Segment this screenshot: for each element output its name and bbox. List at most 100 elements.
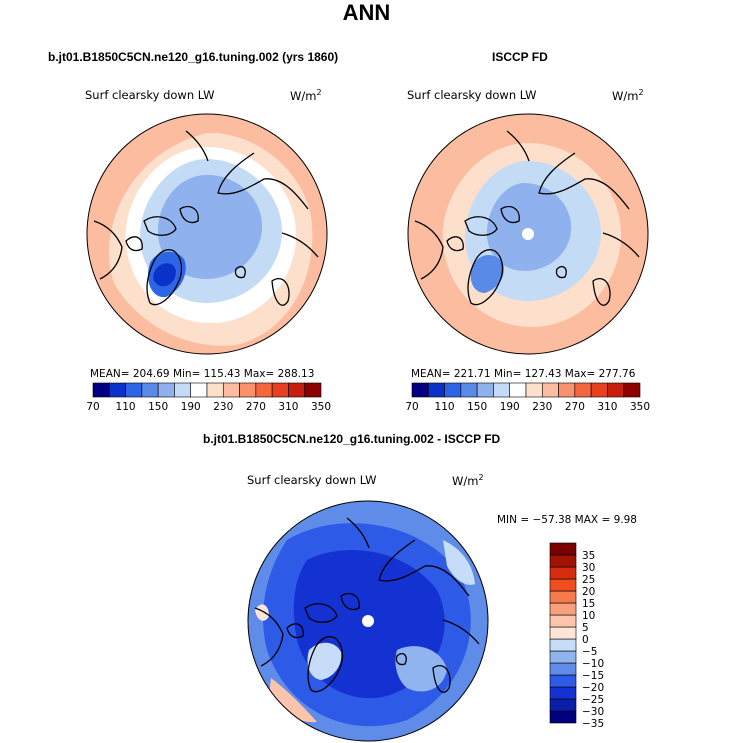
panel2-colorbar-tick-label: 70 [405,401,418,413]
panel3-stats: MIN = −57.38 MAX = 9.98 [497,514,637,526]
panel2-map-border [407,113,649,355]
panel2-colorbar-box [427,382,445,398]
panel1-colorbar-box [190,382,208,398]
panel3-colorbar-box [549,614,577,628]
panel3-pole-missing-dot [362,615,374,627]
panel1-map-border [86,113,328,355]
panel3-colorbar-tick-label: −10 [582,658,604,670]
panel1-colorbar-tick-label: 70 [86,401,99,413]
panel2-coastline [500,206,520,224]
panel3-coastline [395,652,407,666]
panel1-coastline [146,249,183,306]
panel3-field-region [269,678,317,723]
panel3-coastline [254,607,284,667]
panel2-coastline [602,232,640,258]
panel1-colorbar-tick-label: 350 [311,401,331,413]
panel3-field-region [307,642,342,680]
panel1-title: b.jt01.B1850C5CN.ne120_g16.tuning.002 (y… [48,50,339,64]
panel1-colorbar-box [92,382,110,398]
panel1-coastline [185,130,209,162]
panel3-colorbar-tick-label: 35 [582,550,595,562]
panel2-coastline [506,130,530,162]
panel2-colorbar: 70 110 150 190 230 270 310 350 [405,382,650,413]
panel2-field-region [486,183,572,271]
panel1-coastline [179,206,199,224]
panel2-stats: MEAN= 221.71 Min= 127.43 Max= 277.76 [411,368,636,380]
panel3-colorbar-box [549,554,577,568]
panel3-coastline [442,619,480,645]
panel3-colorbar-box [549,542,577,556]
panel3-coastline [378,539,470,597]
panel3-colorbar-tick-label: −5 [582,646,597,658]
panel2-colorbar-tick-label: 310 [597,401,617,413]
panel2-coastline [464,216,498,236]
panel2-colorbar-box [460,382,478,398]
panel3-colorbar-box [549,566,577,580]
panel3-colorbar-box [549,650,577,664]
panel2-variable: Surf clearsky down LW [407,88,537,102]
panel2-pole-missing-dot [522,228,534,240]
panel1-colorbar-box [206,382,224,398]
panel2-coastline [467,249,504,306]
panel3-coastline [340,593,360,611]
panel2-colorbar-box [574,382,592,398]
panel2-colorbar-box [623,382,641,398]
panel3-colorbar-tick-label: 20 [582,586,595,598]
panel2-coastline [446,236,464,252]
panel1-field-region [157,174,263,279]
panel1-coastline [217,152,309,210]
panel1-coastline [234,265,246,279]
panel3-coastline [304,603,338,623]
panel1-colorbar-box [304,382,322,398]
panel2-colorbar-box [607,382,625,398]
panel3-coastline [346,517,370,549]
panel3-colorbar-tick-label: −20 [582,682,604,694]
panel1-colorbar: 70 110 150 190 230 270 310 350 [86,382,331,413]
panel1-colorbar-box [288,382,306,398]
panel1-colorbar-box [125,382,143,398]
panel2-colorbar-box [476,382,494,398]
panel3-variable: Surf clearsky down LW [247,473,377,487]
panel3-colorbar-box [549,686,577,700]
panel1-colorbar-tick-label: 110 [116,401,136,413]
panel3-colorbar-box [549,662,577,676]
panel3-map-border [247,500,489,742]
panel3-colorbar-tick-label: −25 [582,694,604,706]
panel1-field-region [153,263,176,287]
panel3-coastline [286,623,304,639]
panel1-colorbar-box [141,382,159,398]
panel1-coastline [281,232,319,258]
panel1-colorbar-box [222,382,240,398]
panel2-coastline [555,265,567,279]
panel1-colorbar-tick-label: 150 [148,401,168,413]
panel1-variable: Surf clearsky down LW [85,88,215,102]
panel2-coastline [538,152,630,210]
panel3-colorbar-box [549,638,577,652]
panel2-colorbar-box [541,382,559,398]
panel1-colorbar-tick-label: 270 [246,401,266,413]
panel1-colorbar-tick-label: 190 [181,401,201,413]
panel3-units: W/m2 [452,473,484,488]
panel2-colorbar-tick-label: 350 [630,401,650,413]
panel1-units: W/m2 [290,88,322,103]
panel1-colorbar-box [271,382,289,398]
panel1-coastline [125,236,143,252]
panel3-colorbar-box [549,602,577,616]
figure-title: ANN [342,0,391,25]
panel1-coastline [143,216,177,236]
panel3-colorbar-box [549,590,577,604]
panel2-colorbar-box [509,382,527,398]
panel1-colorbar-box [255,382,273,398]
panel3-field-region [255,604,269,621]
panel3-colorbar-tick-label: 30 [582,562,595,574]
panel1-colorbar-box [108,382,126,398]
panel1-coastline [271,278,290,306]
panel2-title: ISCCP FD [492,50,548,64]
panel3-colorbar-tick-label: 0 [582,634,589,646]
panel2-colorbar-tick-label: 230 [532,401,552,413]
panel3-colorbar-tick-label: 15 [582,598,595,610]
panel3-coastline [432,665,451,693]
panel2-colorbar-tick-label: 110 [435,401,455,413]
panel1-polar-map [86,113,328,355]
